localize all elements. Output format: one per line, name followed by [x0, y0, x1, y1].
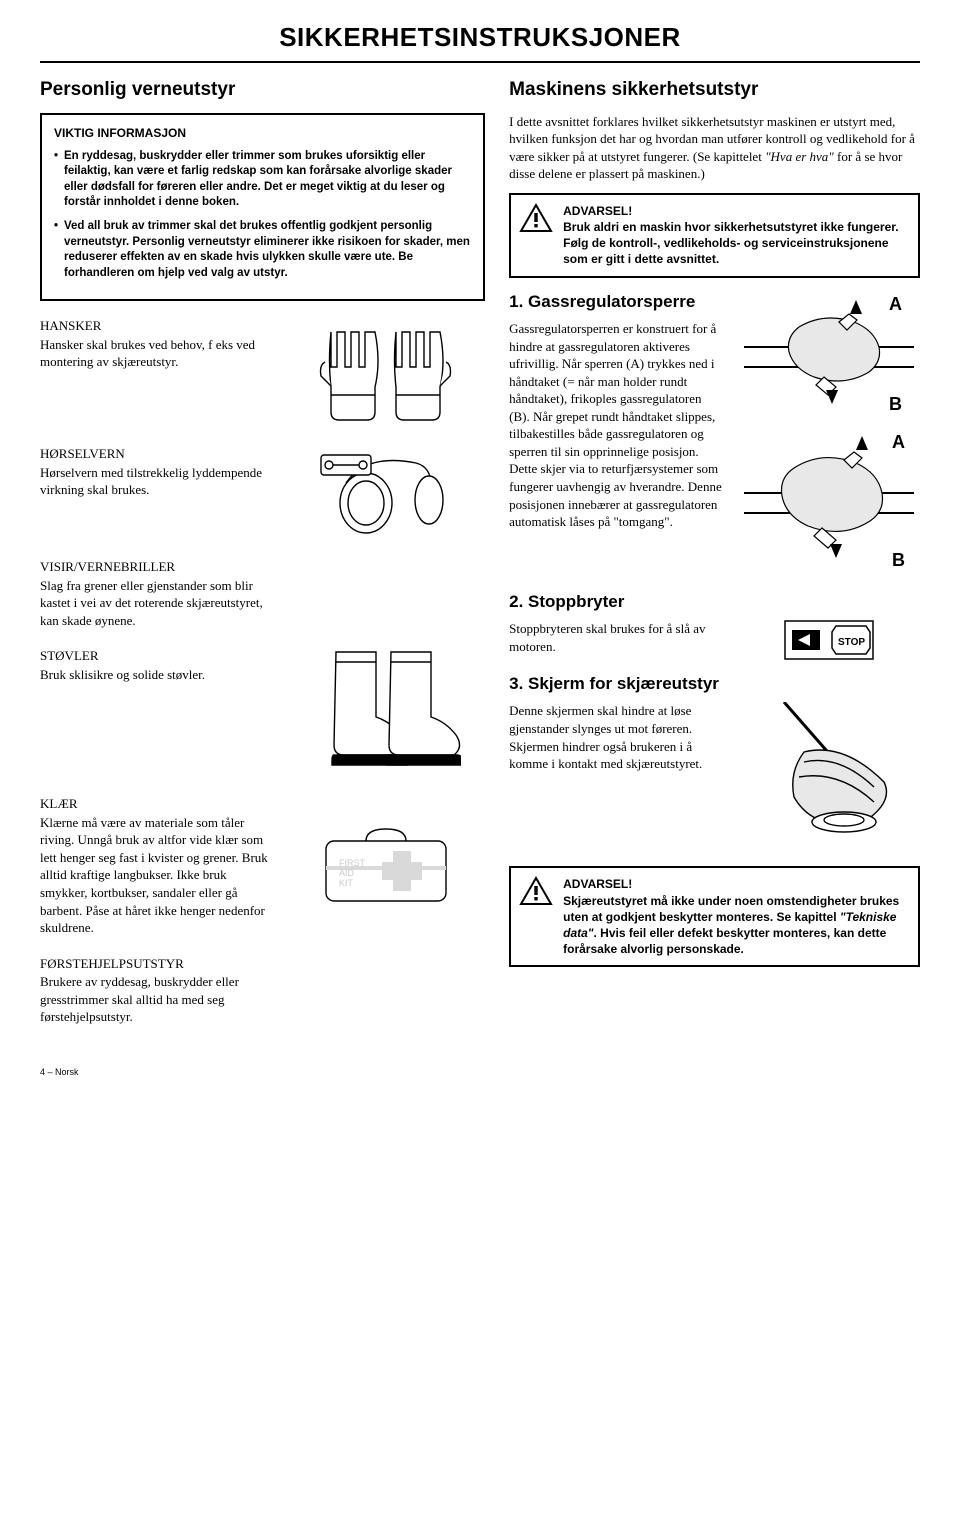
- equip-row-visor: VISIR/VERNEBRILLER Slag fra grener eller…: [40, 558, 485, 629]
- equip-row-boots: STØVLER Bruk sklisikre og solide støvler…: [40, 647, 485, 777]
- warning-box-2: ADVARSEL! Skjæreutstyret må ikke under n…: [509, 866, 920, 967]
- left-heading: Personlig verneutstyr: [40, 77, 485, 103]
- equip-row-firstaid: FØRSTEHJELPSUTSTYR Brukere av ryddesag, …: [40, 955, 485, 1026]
- intro-paragraph: I dette avsnittet forklares hvilket sikk…: [509, 113, 920, 183]
- warning-box-1: ADVARSEL! Bruk aldri en maskin hvor sikk…: [509, 193, 920, 278]
- equip-body: Klærne må være av materiale som tåler ri…: [40, 814, 273, 937]
- section-1-body: Gassregulatorsperren er konstruert for å…: [509, 320, 723, 531]
- equip-body: Slag fra grener eller gjenstander som bl…: [40, 577, 273, 630]
- stop-switch-icon: STOP: [784, 620, 874, 660]
- equip-heading: HANSKER: [40, 317, 273, 335]
- warning-icon: [519, 876, 553, 906]
- section-2-body: Stoppbryteren skal brukes for å slå av m…: [509, 620, 723, 655]
- section-2: Stoppbryteren skal brukes for å slå av m…: [509, 620, 920, 660]
- equip-body: Hørselvern med tilstrekkelig lyddempende…: [40, 464, 273, 499]
- warn-title: ADVARSEL!: [563, 203, 908, 219]
- label-a: A: [892, 432, 905, 452]
- page-footer: 4 – Norsk: [40, 1066, 920, 1078]
- sub-heading-2: 2. Stoppbryter: [509, 592, 920, 612]
- section-3-body: Denne skjermen skal hindre at løse gjens…: [509, 702, 723, 772]
- section-3: Denne skjermen skal hindre at løse gjens…: [509, 702, 920, 852]
- label-a: A: [889, 294, 902, 314]
- info-box-title: VIKTIG INFORMASJON: [54, 125, 471, 141]
- throttle-lock-diagram-a: A B: [744, 292, 914, 422]
- label-b: B: [889, 394, 902, 414]
- right-heading: Maskinens sikkerhetsutstyr: [509, 77, 920, 103]
- stop-label: STOP: [838, 637, 865, 648]
- equip-heading: FØRSTEHJELPSUTSTYR: [40, 955, 273, 973]
- equip-body: Bruk sklisikre og solide støvler.: [40, 666, 273, 684]
- page-title: SIKKERHETSINSTRUKSJONER: [40, 20, 920, 63]
- equip-body: Hansker skal brukes ved behov, f eks ved…: [40, 336, 273, 371]
- info-item: Ved all bruk av trimmer skal det brukes …: [54, 219, 471, 281]
- svg-text:FIRST: FIRST: [339, 858, 366, 868]
- warn-title: ADVARSEL!: [563, 876, 908, 892]
- guard-diagram-icon: [744, 702, 914, 852]
- section-1: 1. Gassregulatorsperre Gassregulatorsper…: [509, 292, 920, 578]
- equip-heading: KLÆR: [40, 795, 273, 813]
- two-column-layout: Personlig verneutstyr VIKTIG INFORMASJON…: [40, 77, 920, 1044]
- warn-body: Bruk aldri en maskin hvor sikkerhetsutst…: [563, 219, 908, 268]
- equip-body: Brukere av ryddesag, buskrydder eller gr…: [40, 973, 273, 1026]
- equip-row-clothing: KLÆR Klærne må være av materiale som tål…: [40, 795, 485, 936]
- equip-heading: VISIR/VERNEBRILLER: [40, 558, 273, 576]
- info-box: VIKTIG INFORMASJON En ryddesag, buskrydd…: [40, 113, 485, 301]
- throttle-lock-diagram-b: A B: [744, 428, 914, 578]
- label-b: B: [892, 550, 905, 570]
- sub-heading-3: 3. Skjerm for skjæreutstyr: [509, 674, 920, 694]
- left-column: Personlig verneutstyr VIKTIG INFORMASJON…: [40, 77, 485, 1044]
- warning-icon: [519, 203, 553, 233]
- svg-text:AID: AID: [339, 868, 355, 878]
- info-item: En ryddesag, buskrydder eller trimmer so…: [54, 149, 471, 211]
- equip-heading: HØRSELVERN: [40, 445, 273, 463]
- warn-body: Skjæreutstyret må ikke under noen omsten…: [563, 893, 908, 958]
- boots-icon: [311, 647, 461, 777]
- equip-heading: STØVLER: [40, 647, 273, 665]
- right-column: Maskinens sikkerhetsutstyr I dette avsni…: [509, 77, 920, 1044]
- intro-italic: "Hva er hva": [765, 149, 834, 164]
- gloves-icon: [311, 317, 461, 427]
- svg-text:KIT: KIT: [339, 878, 354, 888]
- equip-row-hearing: HØRSELVERN Hørselvern med tilstrekkelig …: [40, 445, 485, 540]
- equip-row-gloves: HANSKER Hansker skal brukes ved behov, f…: [40, 317, 485, 427]
- ear-protection-icon: [311, 445, 461, 540]
- sub-heading-1: 1. Gassregulatorsperre: [509, 292, 723, 312]
- first-aid-kit-icon: FIRST AID KIT: [311, 816, 461, 916]
